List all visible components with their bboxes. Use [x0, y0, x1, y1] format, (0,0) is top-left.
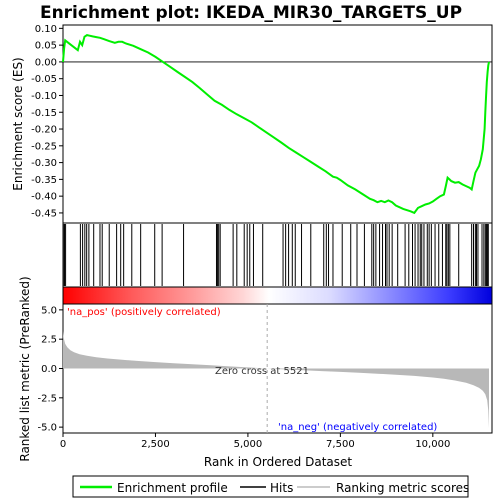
metric-y-tick-label: -2.5: [37, 393, 57, 404]
x-tick-label: 10,000: [415, 439, 450, 450]
es-y-tick-label: -0.35: [31, 175, 57, 186]
neg-correlated-label: 'na_neg' (negatively correlated): [278, 422, 437, 433]
metric-y-tick-label: 2.5: [41, 335, 57, 346]
metric-y-tick-label: 5.0: [41, 305, 57, 316]
es-y-tick-label: -0.15: [31, 108, 57, 119]
rank-color-bar: [62, 286, 493, 305]
es-panel: 0.10 0.05 0.00 -0.05 -0.10 -0.15 -0.20 -0.25 -0.…: [11, 24, 493, 224]
es-y-tick-label: -0.10: [31, 91, 57, 102]
es-y-tick-label: 0.05: [35, 41, 57, 52]
x-tick-label: 7,500: [326, 439, 355, 450]
metric-x-axis-ticks: 0 2,500 5,000 7,500 10,000: [60, 433, 450, 450]
metric-y-axis-label: Ranked list metric (PreRanked): [18, 276, 32, 461]
legend-box: [72, 475, 469, 498]
es-y-tick-label: -0.25: [31, 141, 57, 152]
es-y-tick-label: -0.30: [31, 158, 57, 169]
hit-marks-group: [62, 224, 489, 286]
x-tick-label: 2,500: [141, 439, 170, 450]
hits-panel: [62, 222, 493, 288]
metric-y-tick-label: 0.0: [41, 364, 57, 375]
legend-label-enrichment: Enrichment profile: [117, 481, 228, 495]
es-y-tick-label: -0.05: [31, 74, 57, 85]
es-plot-frame: [62, 24, 493, 224]
x-axis-label: Rank in Ordered Dataset: [204, 455, 352, 469]
zero-cross-label: Zero cross at 5521: [215, 366, 309, 377]
es-curve-group: [62, 34, 490, 215]
legend-label-hits: Hits: [270, 481, 293, 495]
metric-y-tick-label: -5.0: [37, 423, 57, 434]
legend: Enrichment profile Hits Ranking metric s…: [72, 475, 469, 498]
chart-title: Enrichment plot: IKEDA_MIR30_TARGETS_UP: [40, 3, 462, 23]
pos-correlated-label: 'na_pos' (positively correlated): [67, 307, 221, 318]
legend-label-ranking: Ranking metric scores: [336, 481, 469, 495]
metric-panel: 5.0 2.5 0.0 -2.5 -5.0 0 2,500 5,000 7,500 10,000…: [18, 276, 493, 469]
es-y-tick-label: -0.45: [31, 208, 57, 219]
es-y-tick-label: 0.10: [35, 24, 57, 35]
x-tick-label: 5,000: [234, 439, 263, 450]
metric-y-axis-ticks: 5.0 2.5 0.0 -2.5 -5.0: [37, 305, 63, 434]
es-y-axis-ticks: 0.10 0.05 0.00 -0.05 -0.10 -0.15 -0.20 -0.25 -0.…: [31, 24, 63, 219]
es-y-axis-label: Enrichment score (ES): [11, 57, 25, 190]
es-y-tick-label: -0.40: [31, 192, 57, 203]
x-tick-label: 0: [60, 439, 66, 450]
enrichment-profile-line: [62, 34, 490, 215]
es-y-tick-label: -0.20: [31, 125, 57, 136]
es-y-tick-label: 0.00: [35, 57, 57, 68]
